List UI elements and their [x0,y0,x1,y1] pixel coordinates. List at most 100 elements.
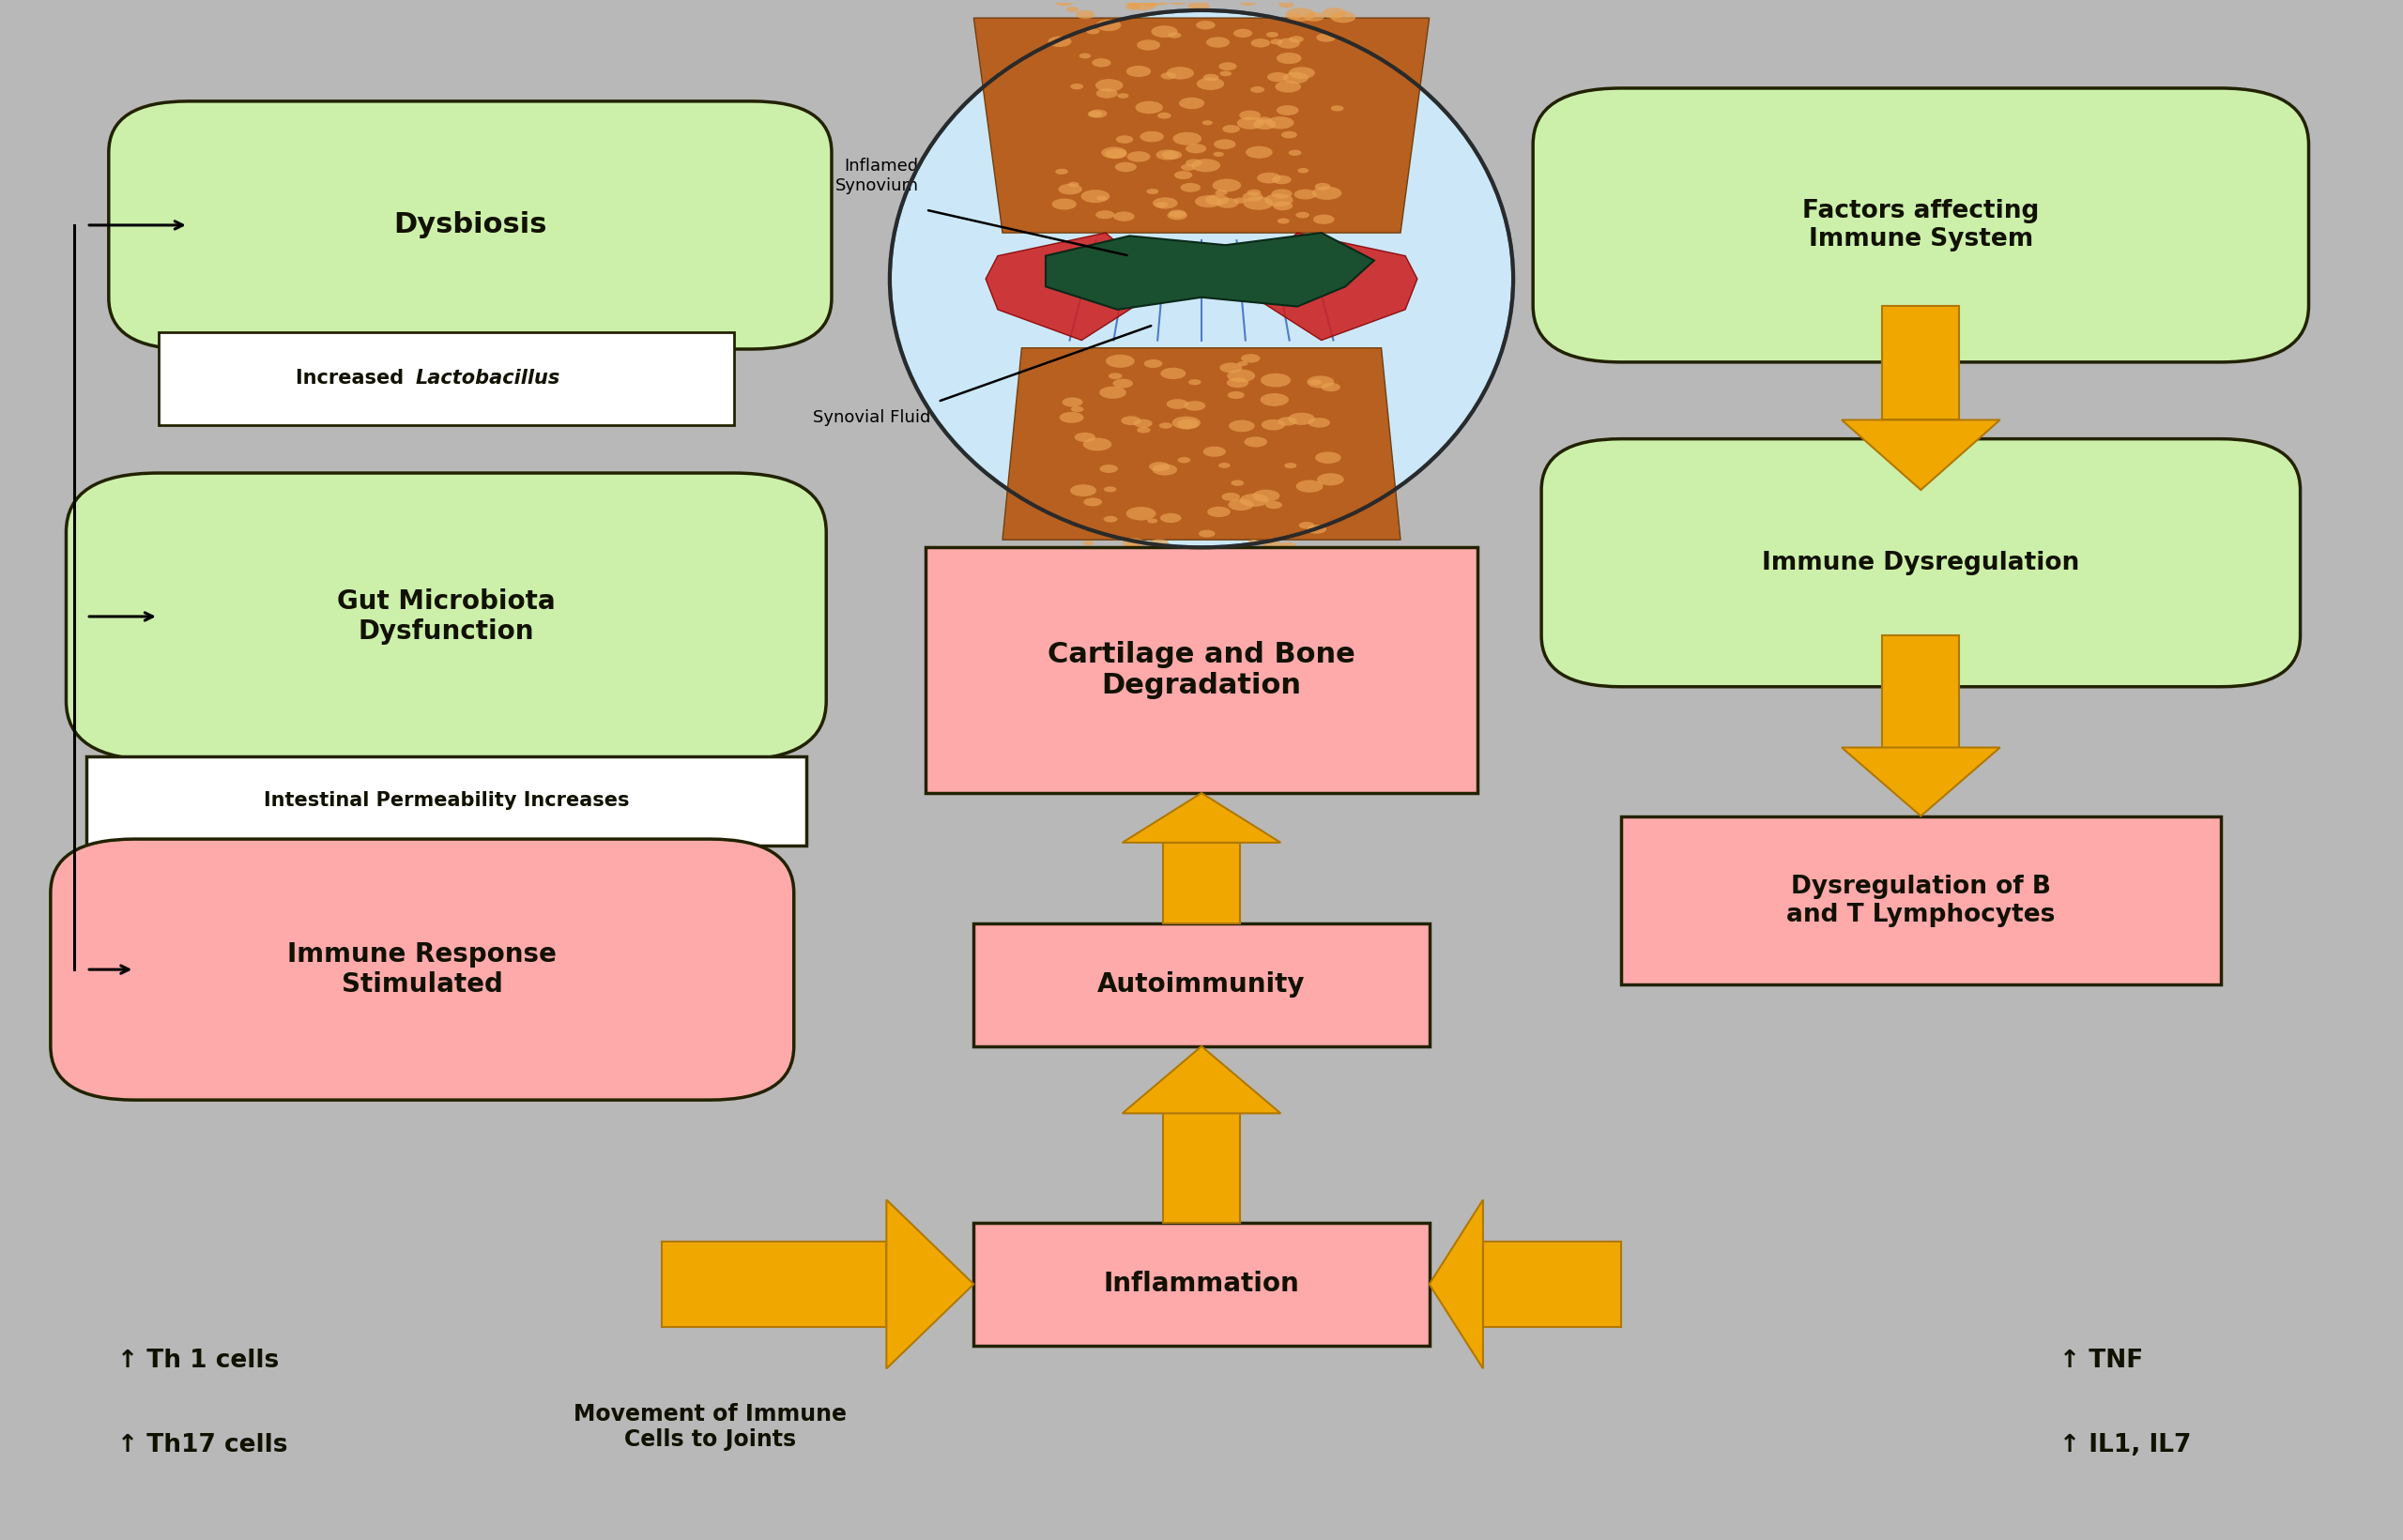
Ellipse shape [1180,97,1204,109]
Polygon shape [1002,348,1401,541]
Ellipse shape [1240,354,1259,363]
Ellipse shape [1262,419,1286,430]
Ellipse shape [1125,3,1141,11]
Ellipse shape [1096,196,1108,200]
Ellipse shape [1165,399,1189,410]
FancyBboxPatch shape [50,839,793,1100]
Ellipse shape [1305,12,1324,22]
Ellipse shape [1310,379,1322,385]
Ellipse shape [1084,497,1103,507]
Text: Increased: Increased [296,370,411,388]
Ellipse shape [1242,197,1274,209]
Ellipse shape [1226,377,1250,388]
Ellipse shape [1278,417,1298,425]
Ellipse shape [1238,362,1247,367]
Ellipse shape [1257,117,1271,123]
Ellipse shape [1067,182,1079,186]
Ellipse shape [1288,35,1305,43]
Ellipse shape [1266,32,1278,37]
Ellipse shape [1240,111,1262,120]
Ellipse shape [1312,214,1334,225]
Ellipse shape [1149,539,1168,548]
Ellipse shape [1060,411,1084,424]
Text: Intestinal Permeability Increases: Intestinal Permeability Increases [264,792,630,810]
Polygon shape [1163,1113,1240,1223]
Ellipse shape [1221,493,1240,500]
Text: Movement of Immune
Cells to Joints: Movement of Immune Cells to Joints [574,1403,846,1451]
Ellipse shape [1122,537,1146,548]
Ellipse shape [1221,71,1233,77]
Ellipse shape [1288,66,1314,79]
Ellipse shape [1103,487,1117,493]
Ellipse shape [1228,499,1254,511]
Ellipse shape [1288,413,1314,425]
Ellipse shape [1257,172,1281,183]
Ellipse shape [1322,8,1346,18]
Ellipse shape [1173,132,1202,145]
Ellipse shape [1048,37,1072,46]
FancyBboxPatch shape [67,473,827,761]
Ellipse shape [1216,197,1238,208]
Ellipse shape [1202,120,1214,125]
Ellipse shape [1242,192,1262,202]
Ellipse shape [1288,14,1302,18]
Text: Synovial Fluid: Synovial Fluid [812,410,930,427]
Ellipse shape [1086,28,1101,34]
Bar [925,547,1478,793]
Ellipse shape [1276,52,1302,65]
Ellipse shape [1307,417,1329,428]
Ellipse shape [1146,189,1158,194]
Ellipse shape [1206,37,1230,48]
Polygon shape [1483,1241,1622,1327]
Ellipse shape [1096,211,1115,219]
Ellipse shape [1206,507,1230,517]
Ellipse shape [1218,462,1230,468]
Ellipse shape [1194,196,1221,208]
Ellipse shape [1331,11,1355,23]
Ellipse shape [1055,0,1074,6]
Text: Cartilage and Bone
Degradation: Cartilage and Bone Degradation [1048,641,1355,699]
Ellipse shape [1074,433,1096,442]
Ellipse shape [1314,183,1331,189]
Bar [1622,816,2220,986]
Polygon shape [1122,1046,1281,1113]
Ellipse shape [1286,8,1314,22]
Ellipse shape [1084,437,1113,451]
Ellipse shape [1086,573,1110,584]
Ellipse shape [1274,202,1293,211]
Ellipse shape [1105,354,1134,368]
Ellipse shape [1158,422,1173,428]
Ellipse shape [1233,197,1247,203]
Ellipse shape [1105,149,1127,159]
FancyBboxPatch shape [1540,439,2300,687]
Ellipse shape [1278,2,1293,8]
Ellipse shape [1137,427,1151,433]
Ellipse shape [1144,359,1163,368]
Ellipse shape [1057,183,1081,194]
Ellipse shape [1197,20,1216,29]
Ellipse shape [1168,209,1187,217]
Polygon shape [1882,306,1958,420]
Ellipse shape [1103,516,1117,522]
Ellipse shape [1298,522,1314,528]
Ellipse shape [1161,513,1182,524]
Ellipse shape [1072,407,1084,413]
Ellipse shape [1161,72,1175,80]
Ellipse shape [1158,112,1170,119]
Ellipse shape [1117,94,1129,99]
Ellipse shape [1098,387,1127,399]
Ellipse shape [1331,105,1343,111]
Ellipse shape [1091,59,1110,68]
Text: Inflamed
Synovium: Inflamed Synovium [834,159,918,194]
Ellipse shape [1247,539,1259,545]
Ellipse shape [1262,373,1290,387]
Ellipse shape [1240,0,1257,6]
Text: ↑ TNF: ↑ TNF [2059,1349,2143,1374]
Ellipse shape [1204,447,1226,457]
Ellipse shape [1168,211,1187,220]
Ellipse shape [1096,20,1122,31]
Ellipse shape [1214,179,1240,192]
Polygon shape [887,1200,973,1369]
Polygon shape [1841,747,1999,816]
Ellipse shape [1101,465,1117,473]
